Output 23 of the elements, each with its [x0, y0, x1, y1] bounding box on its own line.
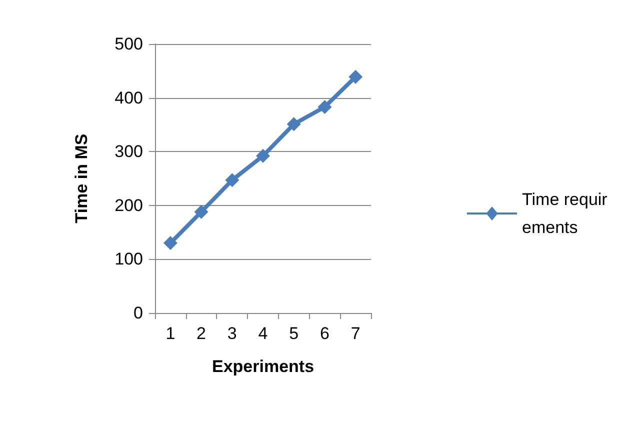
point: [225, 173, 240, 188]
point: [318, 100, 332, 114]
x-tick-label: 4: [258, 324, 268, 343]
y-tick-label: 100: [114, 250, 143, 269]
x-tick-label: 2: [196, 324, 206, 343]
x-tick-label: 7: [350, 324, 360, 343]
x-tick-label: 5: [289, 324, 299, 343]
y-axis-title: Time in MS: [72, 134, 91, 224]
y-tick-label: 500: [114, 34, 143, 54]
point: [163, 236, 178, 250]
y-tick-label: 200: [114, 196, 143, 215]
y-tick-label: 0: [134, 304, 143, 322]
x-axis-title: Experiments: [212, 357, 314, 376]
point: [286, 117, 301, 132]
point: [348, 70, 363, 84]
y-tick-label: 400: [114, 88, 143, 108]
point: [194, 204, 208, 219]
y-tick-label: 300: [114, 142, 143, 162]
x-tick-label: 3: [227, 324, 237, 343]
legend-label: Time requirements: [522, 190, 608, 237]
x-tick-label: 1: [166, 324, 176, 343]
x-tick-label: 6: [320, 324, 330, 343]
point: [256, 148, 270, 163]
